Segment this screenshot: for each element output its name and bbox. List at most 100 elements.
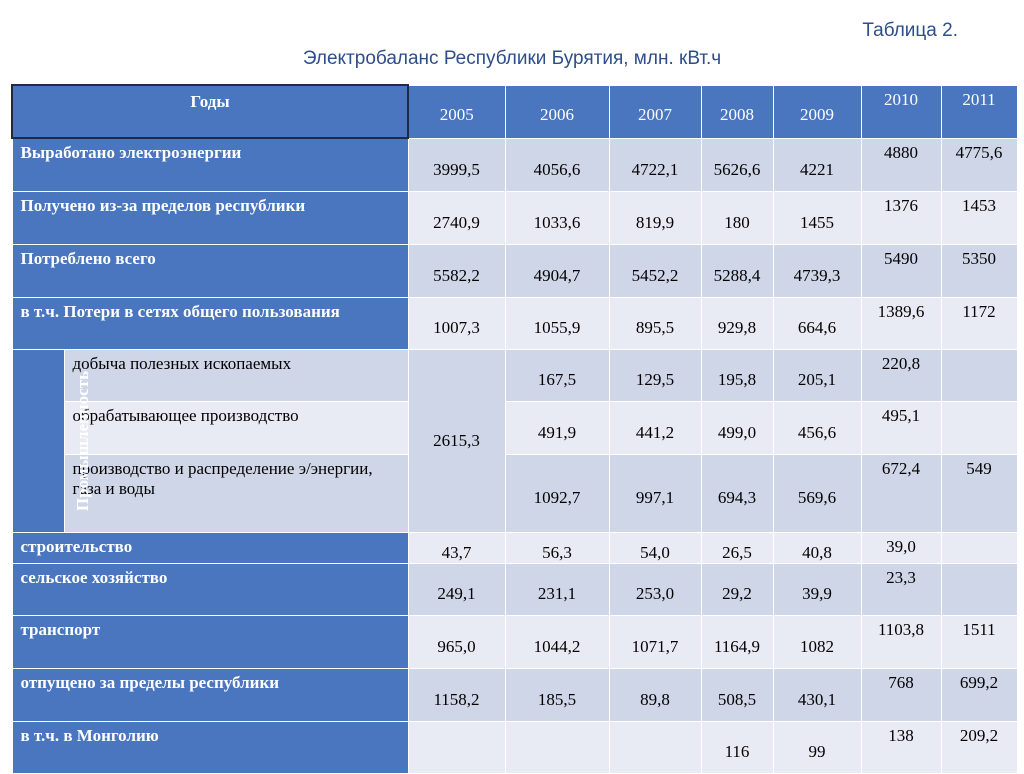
electro-balance-table: Годы 2005 2006 2007 2008 2009 2010 2011 Выработа… xyxy=(11,84,1018,774)
value-cell: 456,6 xyxy=(772,400,862,455)
value-cell: 40,8 xyxy=(772,531,862,564)
value-cell: 195,8 xyxy=(700,348,774,402)
value-cell: 167,5 xyxy=(504,348,610,402)
value-cell: 2740,9 xyxy=(407,190,506,245)
value-cell: 549 xyxy=(940,453,1018,533)
table-row: Получено из-за пределов республики 2740,9… xyxy=(11,190,1018,245)
value-cell: 4904,7 xyxy=(504,243,610,298)
industry-row: обрабатывающее производство 491,9 441,2 499… xyxy=(12,400,1018,455)
value-cell: 138 xyxy=(860,720,942,774)
value-cell: 4722,1 xyxy=(608,137,702,192)
value-cell: 997,1 xyxy=(608,453,702,533)
table-row: Потреблено всего 5582,2 4904,7 5452,2 5288,4… xyxy=(11,243,1018,298)
row-label: транспорт xyxy=(11,614,409,669)
table-row: строительство 43,7 56,3 54,0 26,5 40,8 39,0 xyxy=(11,531,1018,564)
header-row: Годы 2005 2006 2007 2008 2009 2010 2011 xyxy=(11,84,1018,139)
header-year: 2008 xyxy=(700,84,774,139)
header-year: 2005 xyxy=(407,84,506,139)
value-cell: 5350 xyxy=(940,243,1018,298)
value-cell: 185,5 xyxy=(504,667,610,722)
header-years-label: Годы xyxy=(11,84,409,139)
value-cell: 1044,2 xyxy=(504,614,610,669)
value-cell: 1158,2 xyxy=(407,667,506,722)
value-cell: 4056,6 xyxy=(504,137,610,192)
table-row: отпущено за пределы республики 1158,2 185,… xyxy=(11,667,1018,722)
row-label: в т.ч. в Монголию xyxy=(11,720,409,774)
value-cell: 209,2 xyxy=(940,720,1018,774)
row-label: отпущено за пределы республики xyxy=(11,667,409,722)
header-year: 2010 xyxy=(860,84,942,139)
value-cell: 89,8 xyxy=(608,667,702,722)
value-cell: 3999,5 xyxy=(407,137,506,192)
industry-row: Промышленность добыча полезных ископаемых… xyxy=(11,348,1018,533)
row-label: строительство xyxy=(11,531,409,564)
value-cell: 1092,7 xyxy=(504,453,610,533)
table-row: в т.ч. Потери в сетях общего пользования… xyxy=(11,296,1018,350)
value-cell xyxy=(940,531,1018,564)
value-cell: 4775,6 xyxy=(940,137,1018,192)
value-cell: 116 xyxy=(700,720,774,774)
value-cell: 430,1 xyxy=(772,667,862,722)
header-year: 2006 xyxy=(504,84,610,139)
value-cell xyxy=(940,348,1018,402)
value-cell: 5582,2 xyxy=(407,243,506,298)
value-cell: 39,9 xyxy=(772,562,862,616)
value-cell: 26,5 xyxy=(700,531,774,564)
value-cell: 29,2 xyxy=(700,562,774,616)
value-cell: 1007,3 xyxy=(407,296,506,350)
value-cell: 495,1 xyxy=(860,400,942,455)
value-cell: 129,5 xyxy=(608,348,702,402)
value-cell: 23,3 xyxy=(860,562,942,616)
value-cell: 1511 xyxy=(940,614,1018,669)
row-label: Выработано электроэнергии xyxy=(11,137,409,192)
industry-sub-label: производство и распределение э/энергии, … xyxy=(63,453,409,533)
value-cell: 220,8 xyxy=(860,348,942,402)
value-cell: 5288,4 xyxy=(700,243,774,298)
value-cell: 491,9 xyxy=(504,400,610,455)
value-cell xyxy=(940,400,1018,455)
industry-label: Промышленность xyxy=(72,370,92,511)
value-cell: 1172 xyxy=(940,296,1018,350)
value-cell: 4739,3 xyxy=(772,243,862,298)
value-cell: 180 xyxy=(700,190,774,245)
header-year: 2011 xyxy=(940,84,1018,139)
value-cell: 965,0 xyxy=(407,614,506,669)
value-cell xyxy=(504,720,610,774)
row-label: Потреблено всего xyxy=(11,243,409,298)
value-cell: 929,8 xyxy=(700,296,774,350)
value-cell: 1453 xyxy=(940,190,1018,245)
row-label: Получено из-за пределов республики xyxy=(11,190,409,245)
value-cell: 1082 xyxy=(772,614,862,669)
row-label: сельское хозяйство xyxy=(11,562,409,616)
value-cell: 1103,8 xyxy=(860,614,942,669)
table-row: в т.ч. в Монголию 116 99 138 209,2 xyxy=(11,720,1018,774)
value-cell: 253,0 xyxy=(608,562,702,616)
value-cell: 1055,9 xyxy=(504,296,610,350)
industry-label-cell: Промышленность xyxy=(11,348,92,533)
value-cell: 5452,2 xyxy=(608,243,702,298)
value-cell: 664,6 xyxy=(772,296,862,350)
value-cell: 5490 xyxy=(860,243,942,298)
value-cell: 56,3 xyxy=(504,531,610,564)
value-cell xyxy=(940,562,1018,616)
value-cell: 672,4 xyxy=(860,453,942,533)
value-cell: 4880 xyxy=(860,137,942,192)
value-cell: 499,0 xyxy=(700,400,774,455)
industry-2005-value: 2615,3 xyxy=(407,348,506,533)
industry-row: производство и распределение э/энергии, … xyxy=(12,453,1018,533)
value-cell: 699,2 xyxy=(940,667,1018,722)
value-cell: 441,2 xyxy=(608,400,702,455)
table-title: Электробаланс Республики Бурятия, млн. к… xyxy=(302,48,722,69)
value-cell xyxy=(608,720,702,774)
table-row: транспорт 965,0 1044,2 1071,7 1164,9 1082 1103… xyxy=(11,614,1018,669)
value-cell: 39,0 xyxy=(860,531,942,564)
table-caption: Таблица 2. xyxy=(862,20,958,41)
value-cell: 1164,9 xyxy=(700,614,774,669)
industry-sub-label: добыча полезных ископаемых xyxy=(63,348,409,402)
industry-sub-label: обрабатывающее производство xyxy=(63,400,409,455)
value-cell: 1389,6 xyxy=(860,296,942,350)
value-cell: 1071,7 xyxy=(608,614,702,669)
value-cell: 205,1 xyxy=(772,348,862,402)
value-cell: 5626,6 xyxy=(700,137,774,192)
value-cell: 54,0 xyxy=(608,531,702,564)
